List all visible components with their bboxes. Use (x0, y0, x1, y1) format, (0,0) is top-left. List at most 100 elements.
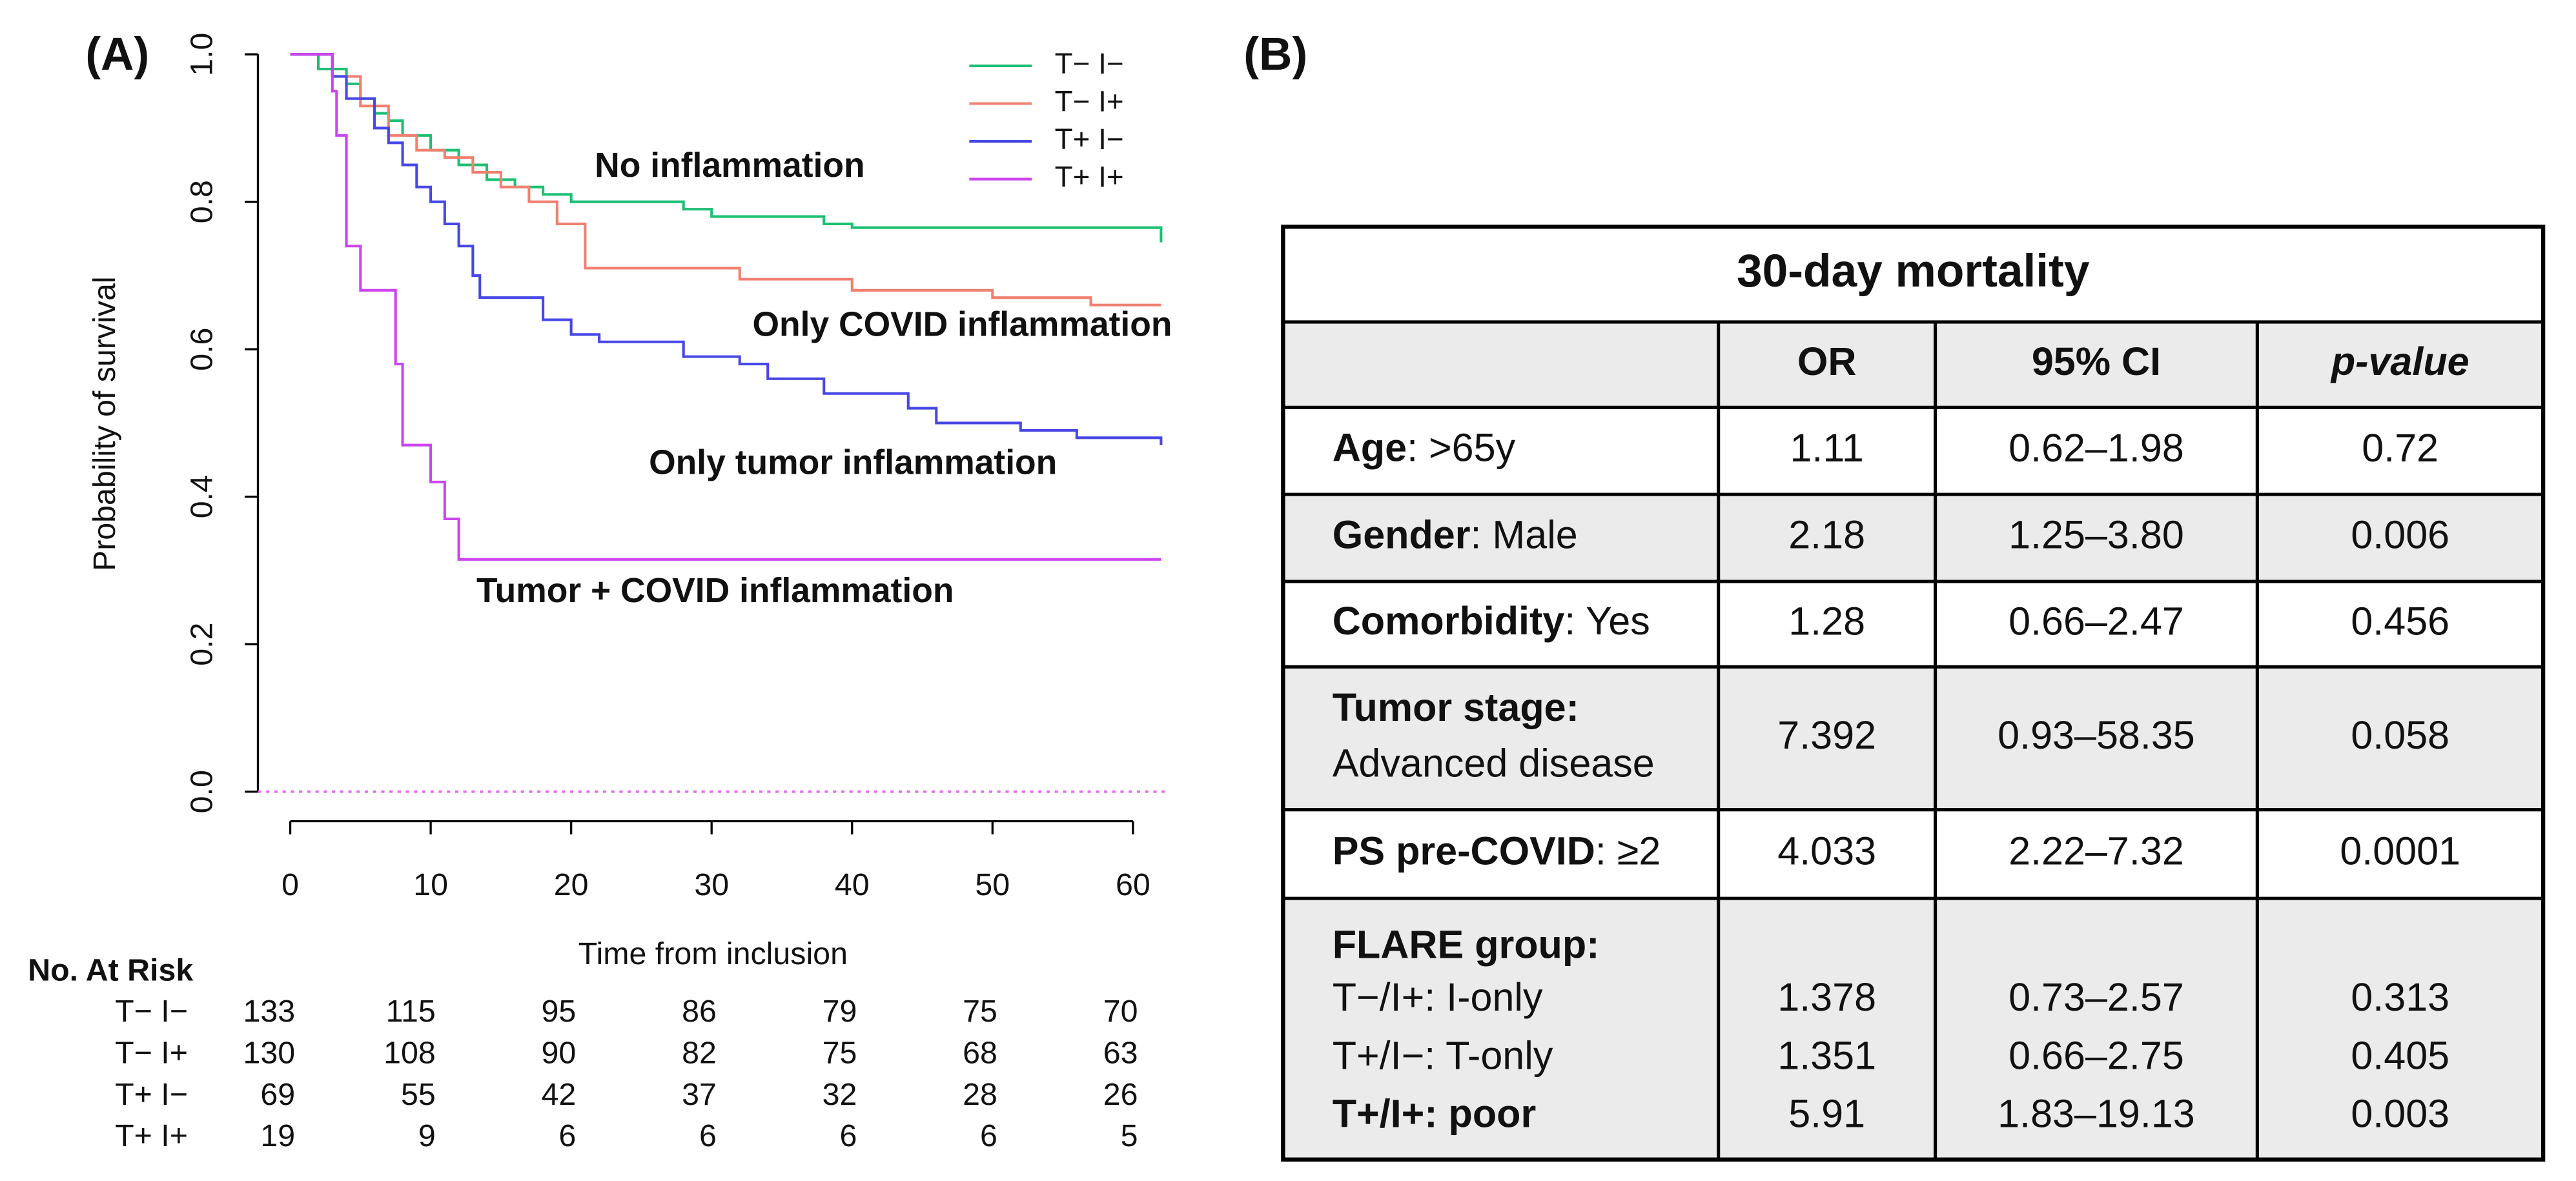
risk-row-label: T+ I+ (115, 1118, 188, 1153)
risk-table-title: No. At Risk (28, 953, 193, 987)
y-tick-label: 0.4 (184, 475, 219, 518)
row-label-main: Gender (1333, 513, 1471, 557)
row-label: T−/I+: I-only (1333, 975, 1543, 1019)
table-border (1281, 225, 2546, 1162)
x-tick-label: 20 (554, 867, 589, 902)
risk-count: 32 (823, 1077, 857, 1112)
cell: 0.66–2.47 (2009, 599, 2184, 643)
risk-count: 6 (980, 1118, 997, 1153)
cell: 2.22–7.32 (2009, 829, 2184, 873)
risk-count: 6 (699, 1118, 717, 1153)
risk-count: 42 (542, 1077, 577, 1112)
risk-count: 5 (1121, 1118, 1138, 1153)
risk-count: 75 (963, 994, 997, 1029)
row-label: PS pre-COVID: ≥2 (1333, 829, 1661, 873)
risk-count: 133 (243, 994, 296, 1029)
table-row-shade (1283, 667, 2544, 810)
row-label: T+/I−: T-only (1333, 1033, 1553, 1077)
x-axis-label: Time from inclusion (578, 936, 848, 971)
x-tick-label: 30 (694, 867, 729, 902)
column-header: p-value (2330, 339, 2469, 383)
row-detail: : Yes (1564, 599, 1650, 643)
risk-count: 69 (260, 1077, 295, 1112)
risk-row-label: T− I− (115, 994, 188, 1029)
cell: 2.18 (1788, 513, 1865, 557)
legend-label: T+ I+ (1055, 161, 1124, 194)
survival-curve (290, 53, 1163, 445)
panel-label: (A) (85, 28, 149, 80)
risk-count: 86 (682, 994, 717, 1029)
x-tick-label: 10 (413, 867, 448, 902)
row-detail: : >65y (1407, 426, 1516, 470)
risk-count: 6 (558, 1118, 576, 1153)
cell: 5.91 (1788, 1092, 1865, 1136)
cell: 1.378 (1777, 975, 1876, 1019)
risk-count: 70 (1103, 994, 1138, 1029)
table-row-shade (1283, 898, 2544, 1160)
column-header: 95% CI (2032, 339, 2161, 383)
risk-count: 6 (839, 1118, 857, 1153)
annotation: Only tumor inflammation (649, 443, 1057, 481)
cell: 0.66–2.75 (2009, 1033, 2184, 1077)
annotation: Only COVID inflammation (752, 306, 1172, 344)
annotation: Tumor + COVID inflammation (476, 572, 954, 610)
risk-count: 79 (823, 994, 857, 1029)
cell: 1.83–19.13 (1998, 1092, 2195, 1136)
risk-count: 130 (243, 1035, 296, 1070)
risk-row-label: T+ I− (115, 1077, 188, 1112)
row-detail: : Male (1470, 513, 1577, 557)
row-detail: Advanced disease (1333, 741, 1655, 785)
cell: 0.72 (2362, 426, 2438, 470)
cell: 0.058 (2351, 713, 2449, 757)
column-header: OR (1797, 339, 1857, 383)
risk-count: 55 (401, 1077, 436, 1112)
cell: 7.392 (1777, 713, 1876, 757)
risk-count: 68 (963, 1035, 997, 1070)
cell: 0.003 (2351, 1092, 2449, 1136)
cell: 1.351 (1777, 1033, 1876, 1077)
cell: 1.25–3.80 (2009, 513, 2184, 557)
table-title: 30-day mortality (1737, 245, 2090, 297)
cell: 0.313 (2351, 975, 2449, 1019)
risk-count: 19 (260, 1118, 295, 1153)
legend-label: T− I− (1055, 47, 1124, 80)
risk-count: 37 (682, 1077, 717, 1112)
y-tick-label: 1.0 (184, 33, 219, 76)
risk-count: 90 (542, 1035, 577, 1070)
survival-curve (290, 53, 1161, 307)
risk-row-label: T− I+ (115, 1035, 188, 1070)
row-label: Age: >65y (1333, 426, 1516, 470)
row-label: Tumor stage: (1333, 685, 1579, 729)
row-detail: : ≥2 (1595, 829, 1661, 873)
x-tick-label: 60 (1116, 867, 1150, 902)
y-tick-label: 0.6 (184, 328, 219, 371)
row-label: Gender: Male (1333, 513, 1578, 557)
risk-count: 63 (1103, 1035, 1138, 1070)
survival-curve (290, 53, 1161, 561)
row-label: FLARE group: (1333, 923, 1600, 967)
risk-count: 75 (823, 1035, 857, 1070)
row-label: Comorbidity: Yes (1333, 599, 1650, 643)
cell: 0.93–58.35 (1998, 713, 2195, 757)
x-tick-label: 0 (281, 867, 299, 902)
y-axis-label: Probability of survival (87, 276, 122, 571)
risk-count: 9 (418, 1118, 436, 1153)
row-label-main: Comorbidity (1333, 599, 1565, 643)
row-label: T+/I+: poor (1333, 1092, 1537, 1136)
panel-label: (B) (1243, 28, 1307, 80)
risk-count: 108 (383, 1035, 436, 1070)
x-tick-label: 50 (975, 867, 1010, 902)
cell: 0.73–2.57 (2009, 975, 2184, 1019)
y-tick-label: 0.0 (184, 770, 219, 813)
cell: 1.11 (1790, 426, 1863, 470)
risk-count: 82 (682, 1035, 717, 1070)
y-tick-label: 0.8 (184, 180, 219, 223)
cell: 0.0001 (2340, 829, 2460, 873)
annotation: No inflammation (595, 146, 864, 185)
cell: 1.28 (1788, 599, 1865, 643)
risk-count: 95 (542, 994, 577, 1029)
risk-count: 115 (386, 994, 436, 1029)
y-tick-label: 0.2 (184, 623, 219, 666)
